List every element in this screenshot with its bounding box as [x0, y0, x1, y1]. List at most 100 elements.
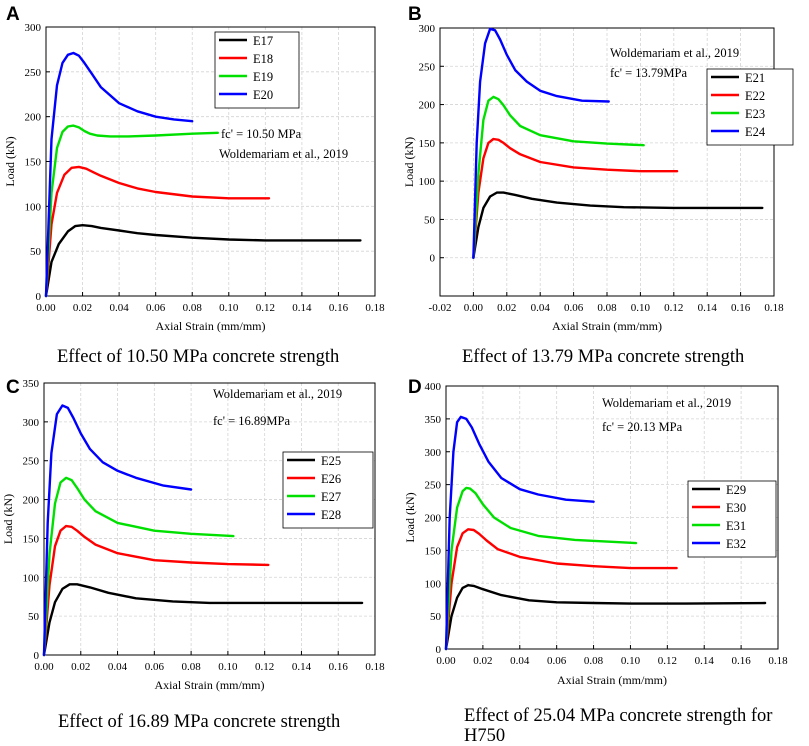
y-tick-label: 200: [425, 513, 442, 525]
x-axis-title: Axial Strain (mm/mm): [156, 319, 266, 333]
series-line-e26: [42, 524, 270, 657]
panel-letter: B: [408, 4, 422, 25]
legend-label-e28: E28: [321, 508, 341, 522]
x-axis-title: Axial Strain (mm/mm): [552, 319, 662, 333]
series-line-e31: [444, 486, 638, 651]
y-tick-label: 150: [419, 138, 436, 150]
y-tick-label: 350: [425, 414, 442, 426]
panel-caption: Effect of 10.50 MPa concrete strength: [57, 347, 340, 367]
legend-label-e30: E30: [726, 501, 746, 515]
y-tick-label: 50: [430, 611, 442, 623]
y-tick-label: 250: [419, 61, 436, 73]
chart-annotation: Woldemariam et al., 2019: [213, 387, 342, 401]
y-tick-label: 0: [436, 644, 442, 656]
x-tick-label: 0.14: [292, 302, 312, 314]
x-tick-label: 0.10: [621, 655, 641, 667]
y-tick-label: 400: [425, 381, 442, 393]
x-tick-label: 0.14: [695, 655, 715, 667]
x-tick-label: 0.08: [181, 661, 201, 673]
y-axis-title: Load (kN): [3, 136, 17, 186]
y-tick-label: 150: [23, 533, 40, 545]
y-tick-label: 100: [425, 578, 442, 590]
legend-label-e22: E22: [745, 89, 765, 103]
y-tick-label: 0: [34, 650, 40, 662]
y-tick-label: 300: [23, 417, 40, 429]
chart-panel-b: -0.02 0.00 0.02 0.04 0.06 0.08 0.10 0.12 0.14 0.1…: [404, 4, 794, 333]
panel-letter: C: [6, 377, 20, 398]
series-line-e23: [472, 95, 645, 259]
x-tick-label: 0.12: [658, 655, 677, 667]
legend-label-e17: E17: [253, 34, 273, 48]
x-tick-label: 0.14: [698, 302, 718, 314]
x-tick-label: 0.16: [731, 302, 751, 314]
series-line-e18: [44, 165, 271, 298]
plot-area: [46, 27, 375, 296]
y-tick-label: 150: [25, 157, 42, 169]
series-line-e29: [444, 583, 767, 651]
x-tick-label: 0.18: [764, 302, 784, 314]
x-tick-label: 0.06: [145, 661, 165, 673]
chart-panel-c: 0.00 0.02 0.04 0.06 0.08 0.10 0.12 0.14 0.16 0.18…: [1, 377, 385, 692]
legend-label-e19: E19: [253, 70, 273, 84]
y-tick-label: 300: [25, 22, 42, 34]
legend-label-e25: E25: [321, 454, 341, 468]
x-tick-label: 0.12: [256, 302, 275, 314]
panel-letter: D: [408, 377, 422, 398]
y-tick-label: 200: [25, 112, 42, 124]
x-tick-label: -0.02: [429, 302, 452, 314]
x-tick-label: 0.04: [531, 302, 551, 314]
legend-box: [687, 480, 777, 558]
series-line-e20: [44, 51, 194, 298]
x-tick-label: 0.06: [146, 302, 166, 314]
y-tick-label: 50: [28, 611, 40, 623]
x-axis-title: Axial Strain (mm/mm): [155, 678, 265, 692]
x-tick-label: 0.10: [218, 661, 238, 673]
y-tick-label: 100: [23, 572, 40, 584]
series-line-e28: [42, 404, 193, 657]
legend-label-e18: E18: [253, 52, 273, 66]
x-tick-label: 0.02: [473, 655, 492, 667]
x-tick-label: 0.12: [255, 661, 274, 673]
y-tick-label: 100: [419, 176, 436, 188]
y-tick-label: 150: [425, 545, 442, 557]
y-axis-title: Load (kN): [404, 137, 416, 187]
series-line-e22: [472, 137, 679, 259]
series-line-e17: [44, 223, 362, 298]
legend-box: [214, 31, 300, 109]
x-tick-label: 0.16: [731, 655, 751, 667]
series-line-e32: [444, 415, 595, 651]
series-line-e30: [444, 528, 678, 651]
y-tick-label: 250: [425, 480, 442, 492]
x-tick-label: 0.08: [597, 302, 617, 314]
x-tick-label: 0.16: [329, 302, 349, 314]
x-tick-label: 0.02: [71, 661, 90, 673]
series-line-e21: [472, 191, 764, 259]
series-line-e27: [42, 476, 235, 657]
panel-letter: A: [6, 4, 20, 25]
legend-label-e20: E20: [253, 88, 273, 102]
x-tick-label: 0.18: [365, 661, 385, 673]
x-tick-label: 0.02: [497, 302, 516, 314]
legend-label-e26: E26: [321, 472, 341, 486]
chart-annotation: Woldemariam et al., 2019: [219, 147, 348, 161]
chart-annotation: fc' = 20.13 MPa: [602, 420, 683, 434]
legend-box: [706, 68, 794, 146]
x-tick-label: 0.08: [584, 655, 604, 667]
x-tick-label: 0.08: [183, 302, 203, 314]
chart-panel-d: 0.00 0.02 0.04 0.06 0.08 0.10 0.12 0.14 0.16 0.18…: [404, 377, 788, 687]
panel-caption: Effect of 16.89 MPa concrete strength: [58, 712, 341, 732]
x-tick-label: 0.06: [564, 302, 584, 314]
legend-label-e27: E27: [321, 490, 341, 504]
y-tick-label: 300: [425, 447, 442, 459]
legend-box: [282, 451, 374, 529]
legend-label-e32: E32: [726, 537, 746, 551]
y-tick-label: 200: [419, 100, 436, 112]
series-line-e25: [42, 583, 364, 657]
legend-label-e21: E21: [745, 71, 765, 85]
x-tick-label: 0.02: [73, 302, 92, 314]
series-line-e19: [44, 124, 220, 298]
x-tick-label: 0.18: [365, 302, 385, 314]
x-tick-label: 0.16: [329, 661, 349, 673]
chart-annotation: fc' = 16.89MPa: [213, 414, 290, 428]
x-tick-label: 0.04: [108, 661, 128, 673]
